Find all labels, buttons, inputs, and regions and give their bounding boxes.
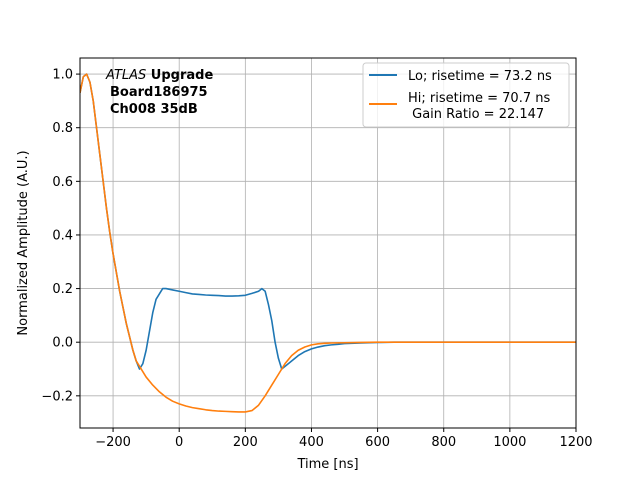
legend-label-hi: Hi; risetime = 70.7 ns Gain Ratio = 22.1… (408, 91, 550, 122)
y-tick-label: 1.0 (52, 68, 73, 83)
series-layer (80, 73, 576, 413)
x-axis: −200 0 200 400 600 800 1000 1200 (95, 428, 593, 450)
y-axis-label: Normalized Amplitude (A.U.) (16, 150, 31, 335)
legend-label-hi-line2: Gain Ratio = 22.147 (408, 107, 544, 122)
y-tick-label: 0.8 (52, 121, 73, 136)
x-tick-label: −200 (95, 435, 131, 450)
legend-label-lo: Lo; risetime = 73.2 ns (408, 69, 552, 84)
annotation-board: Board186975 (110, 85, 208, 100)
x-tick-label: 600 (365, 435, 390, 450)
x-tick-label: 800 (431, 435, 456, 450)
axes-frame (79, 57, 577, 429)
y-tick-label: 0.4 (52, 228, 73, 243)
plot-area (80, 73, 576, 413)
y-tick-label: −0.2 (41, 389, 73, 404)
annotation-atlas: ATLAS (105, 68, 146, 83)
x-axis-label: Time [ns] (296, 457, 358, 472)
x-tick-label: 1000 (493, 435, 526, 450)
x-tick-label: 1200 (559, 435, 592, 450)
x-tick-label: 400 (299, 435, 324, 450)
series-hi-line (80, 73, 576, 413)
legend-label-hi-line1: Hi; risetime = 70.7 ns (408, 91, 550, 106)
legend-box (362, 62, 570, 128)
y-tick-label: 0.6 (52, 175, 73, 190)
y-tick-label: 0.0 (52, 336, 73, 351)
annotation-upgrade: Upgrade (146, 68, 213, 83)
y-axis: −0.2 0.0 0.2 0.4 0.6 0.8 1.0 (41, 68, 80, 404)
legend: Lo; risetime = 73.2 ns Hi; risetime = 70… (362, 62, 570, 128)
annotation-line1: ATLAS Upgrade (105, 68, 213, 83)
x-tick-label: 200 (233, 435, 258, 450)
annotation: ATLAS Upgrade Board186975 Ch008 35dB (105, 68, 213, 117)
y-tick-label: 0.2 (52, 282, 73, 297)
x-tick-label: 0 (175, 435, 183, 450)
annotation-channel: Ch008 35dB (110, 102, 198, 117)
